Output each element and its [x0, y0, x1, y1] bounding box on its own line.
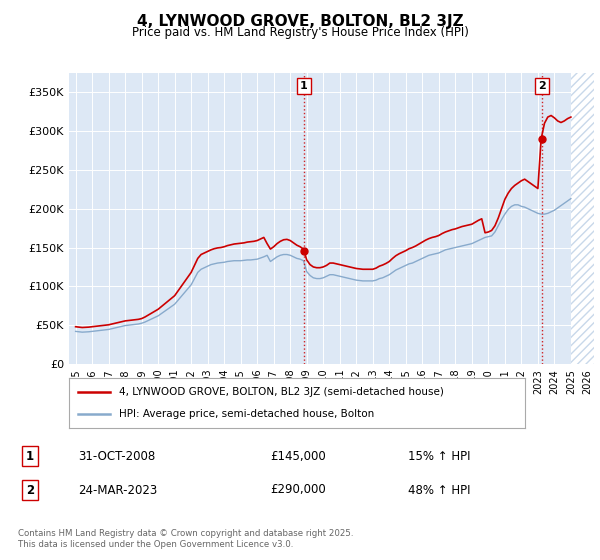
Text: 24-MAR-2023: 24-MAR-2023 — [78, 483, 157, 497]
Text: 31-OCT-2008: 31-OCT-2008 — [78, 450, 155, 463]
Text: 4, LYNWOOD GROVE, BOLTON, BL2 3JZ (semi-detached house): 4, LYNWOOD GROVE, BOLTON, BL2 3JZ (semi-… — [119, 387, 444, 397]
Text: 2: 2 — [538, 81, 545, 91]
Text: £290,000: £290,000 — [270, 483, 326, 497]
Text: Price paid vs. HM Land Registry's House Price Index (HPI): Price paid vs. HM Land Registry's House … — [131, 26, 469, 39]
Text: Contains HM Land Registry data © Crown copyright and database right 2025.
This d: Contains HM Land Registry data © Crown c… — [18, 529, 353, 549]
Text: 4, LYNWOOD GROVE, BOLTON, BL2 3JZ: 4, LYNWOOD GROVE, BOLTON, BL2 3JZ — [137, 14, 463, 29]
Text: HPI: Average price, semi-detached house, Bolton: HPI: Average price, semi-detached house,… — [119, 409, 374, 419]
Text: 2: 2 — [26, 483, 34, 497]
Text: 15% ↑ HPI: 15% ↑ HPI — [408, 450, 470, 463]
Text: £145,000: £145,000 — [270, 450, 326, 463]
Text: 1: 1 — [26, 450, 34, 463]
Text: 1: 1 — [300, 81, 308, 91]
Text: 48% ↑ HPI: 48% ↑ HPI — [408, 483, 470, 497]
